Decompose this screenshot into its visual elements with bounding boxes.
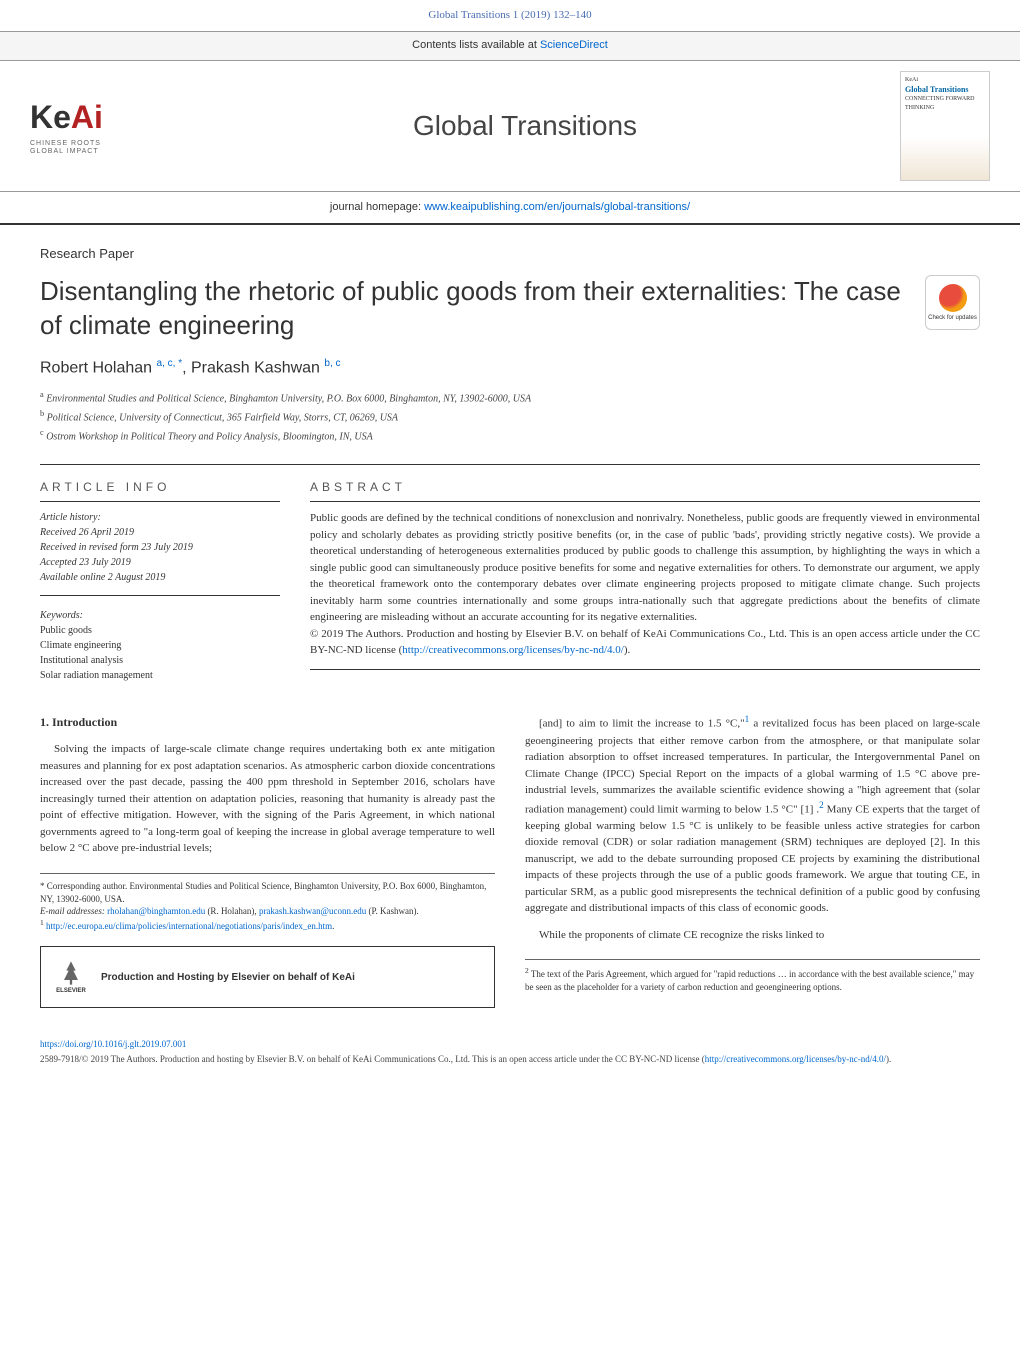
footnote-1-num: 1	[40, 918, 44, 927]
affiliation-b: Political Science, University of Connect…	[47, 412, 398, 423]
footnote-1-url[interactable]: http://ec.europa.eu/clima/policies/inter…	[46, 921, 332, 931]
check-updates-badge[interactable]: Check for updates	[925, 275, 980, 330]
article-info: ARTICLE INFO Article history: Received 2…	[40, 479, 280, 684]
page-footer: https://doi.org/10.1016/j.glt.2019.07.00…	[0, 1028, 1020, 1085]
homepage-prefix: journal homepage:	[330, 201, 424, 213]
sciencedirect-link[interactable]: ScienceDirect	[540, 39, 608, 51]
cc-license-link[interactable]: http://creativecommons.org/licenses/by-n…	[402, 644, 624, 656]
journal-header: KeAi CHINESE ROOTS GLOBAL IMPACT Global …	[0, 61, 1020, 192]
journal-cover-thumbnail: KeAi Global Transitions CONNECTING FORWA…	[900, 71, 990, 181]
hosting-box: ELSEVIER Production and Hosting by Elsev…	[40, 946, 495, 1008]
keai-ke: Ke	[30, 99, 71, 135]
footer-text-b: ).	[886, 1054, 891, 1064]
left-footnotes: * Corresponding author. Environmental St…	[40, 873, 495, 932]
author-1: Robert Holahan	[40, 359, 157, 376]
footer-copyright: 2589-7918/© 2019 The Authors. Production…	[40, 1053, 980, 1066]
affiliations: a Environmental Studies and Political Sc…	[40, 388, 980, 446]
tree-icon	[57, 959, 85, 987]
keai-sub1: CHINESE ROOTS	[30, 140, 150, 148]
doi-link[interactable]: https://doi.org/10.1016/j.glt.2019.07.00…	[40, 1039, 186, 1049]
column-left: 1. Introduction Solving the impacts of l…	[40, 713, 495, 1008]
abstract-body: Public goods are defined by the technica…	[310, 512, 980, 623]
article-history: Article history: Received 26 April 2019 …	[40, 510, 280, 596]
keai-sub2: GLOBAL IMPACT	[30, 148, 150, 156]
elsevier-label: ELSEVIER	[56, 987, 86, 996]
author-1-affil: a, c, *	[157, 358, 183, 369]
check-updates-label: Check for updates	[928, 314, 977, 322]
cover-title: Global Transitions	[905, 84, 985, 95]
abstract: ABSTRACT Public goods are defined by the…	[310, 479, 980, 684]
paper-type: Research Paper	[40, 245, 980, 263]
keyword-item: Institutional analysis	[40, 653, 280, 668]
keyword-item: Climate engineering	[40, 638, 280, 653]
citation-link[interactable]: Global Transitions 1 (2019) 132–140	[428, 9, 591, 21]
affiliation-a: Environmental Studies and Political Scie…	[46, 393, 531, 404]
keai-ai: Ai	[71, 99, 103, 135]
intro-para-3: While the proponents of climate CE recog…	[525, 927, 980, 944]
para2-c: Many CE experts that the target of keepi…	[525, 803, 980, 914]
author-2: , Prakash Kashwan	[182, 359, 324, 376]
history-revised: Received in revised form 23 July 2019	[40, 540, 280, 555]
abstract-text: Public goods are defined by the technica…	[310, 510, 980, 670]
footnote-corresponding: * Corresponding author. Environmental St…	[40, 880, 495, 905]
email-2-name: (P. Kashwan).	[366, 906, 419, 916]
homepage-url[interactable]: www.keaipublishing.com/en/journals/globa…	[424, 201, 690, 213]
sciencedirect-prefix: Contents lists available at	[412, 39, 540, 51]
body-columns: 1. Introduction Solving the impacts of l…	[40, 713, 980, 1008]
crossmark-icon	[939, 284, 967, 312]
keyword-item: Public goods	[40, 623, 280, 638]
footnote-1-suffix: .	[332, 921, 334, 931]
history-label: Article history:	[40, 510, 280, 525]
article-info-heading: ARTICLE INFO	[40, 479, 280, 503]
citation-header: Global Transitions 1 (2019) 132–140	[0, 0, 1020, 31]
author-2-affil: b, c	[324, 358, 340, 369]
cover-brand: KeAi	[905, 76, 985, 84]
footnote-1: 1 http://ec.europa.eu/clima/policies/int…	[40, 918, 495, 933]
history-accepted: Accepted 23 July 2019	[40, 555, 280, 570]
footnote-emails: E-mail addresses: rholahan@binghamton.ed…	[40, 905, 495, 918]
intro-para-1: Solving the impacts of large-scale clima…	[40, 741, 495, 857]
email-2[interactable]: prakash.kashwan@uconn.edu	[259, 906, 366, 916]
email-1[interactable]: rholahan@binghamton.edu	[107, 906, 205, 916]
keywords: Keywords: Public goods Climate engineeri…	[40, 608, 280, 683]
keywords-label: Keywords:	[40, 608, 280, 623]
sciencedirect-bar: Contents lists available at ScienceDirec…	[0, 31, 1020, 60]
column-right: [and] to aim to limit the increase to 1.…	[525, 713, 980, 1008]
paper-title: Disentangling the rhetoric of public goo…	[40, 275, 905, 343]
hosting-text: Production and Hosting by Elsevier on be…	[101, 970, 355, 985]
cover-tagline: CONNECTING FORWARD THINKING	[905, 95, 985, 112]
keai-logo: KeAi CHINESE ROOTS GLOBAL IMPACT	[30, 95, 150, 157]
footer-cc-link[interactable]: http://creativecommons.org/licenses/by-n…	[705, 1054, 886, 1064]
homepage-link-bar: journal homepage: www.keaipublishing.com…	[0, 192, 1020, 225]
footer-text-a: 2589-7918/© 2019 The Authors. Production…	[40, 1054, 705, 1064]
journal-title: Global Transitions	[150, 106, 900, 145]
abstract-heading: ABSTRACT	[310, 479, 980, 503]
keyword-item: Solar radiation management	[40, 668, 280, 683]
elsevier-logo: ELSEVIER	[51, 957, 91, 997]
copyright-close: ).	[624, 644, 630, 656]
authors: Robert Holahan a, c, *, Prakash Kashwan …	[40, 357, 980, 380]
footnote-2: 2 The text of the Paris Agreement, which…	[525, 966, 980, 993]
intro-para-2: [and] to aim to limit the increase to 1.…	[525, 713, 980, 916]
section-1-heading: 1. Introduction	[40, 713, 495, 731]
affiliation-c: Ostrom Workshop in Political Theory and …	[46, 432, 373, 443]
right-footnotes: 2 The text of the Paris Agreement, which…	[525, 959, 980, 993]
history-received: Received 26 April 2019	[40, 525, 280, 540]
history-online: Available online 2 August 2019	[40, 570, 280, 585]
para2-a: [and] to aim to limit the increase to 1.…	[539, 718, 745, 730]
para2-b: a revitalized focus has been placed on l…	[525, 718, 980, 815]
footnote-2-text: The text of the Paris Agreement, which a…	[525, 969, 974, 992]
email-1-name: (R. Holahan),	[205, 906, 259, 916]
email-label: E-mail addresses:	[40, 906, 107, 916]
